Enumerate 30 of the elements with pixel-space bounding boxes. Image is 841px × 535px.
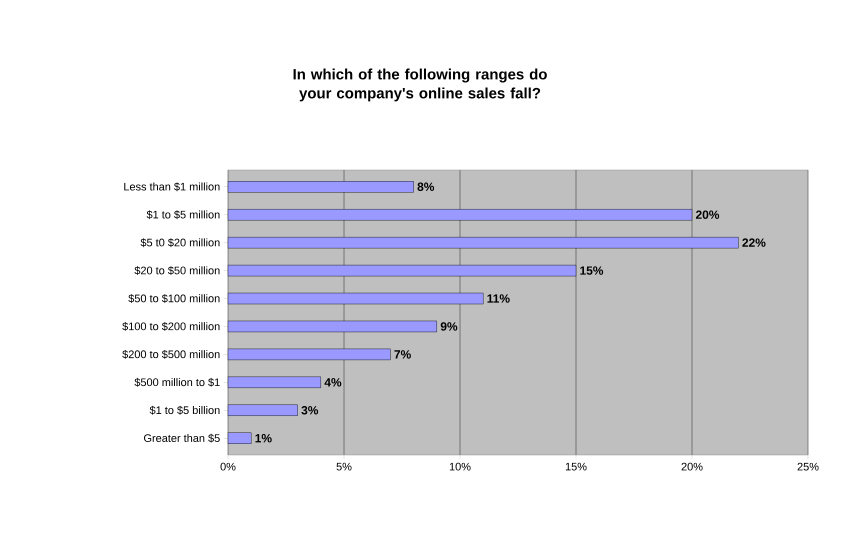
bar xyxy=(228,432,252,444)
x-tick-label: 20% xyxy=(682,462,703,471)
data-label: 7% xyxy=(394,350,411,359)
y-tick-label: $50 to $100 million xyxy=(128,294,220,303)
chart-title: In which of the following ranges do your company's online sales fall? xyxy=(294,68,547,102)
y-tick-label: Greater than $5 xyxy=(144,434,220,443)
data-label: 20% xyxy=(696,210,720,219)
data-label: 4% xyxy=(324,378,342,387)
data-label: 11% xyxy=(487,294,510,303)
x-tick-label: 25% xyxy=(798,462,819,471)
y-tick-label: $20 to $50 million xyxy=(134,266,220,276)
data-label: 15% xyxy=(580,266,604,275)
y-tick-label: $200 to $500 million xyxy=(122,350,220,359)
bar xyxy=(228,376,322,388)
x-tick-label: 15% xyxy=(566,462,587,470)
data-label: 8% xyxy=(418,182,434,191)
y-tick-label: Less than $1 million xyxy=(124,182,220,192)
y-tick-label: $1 to $5 billion xyxy=(150,406,220,415)
data-label: 1% xyxy=(255,434,272,442)
x-tick-label: 5% xyxy=(336,462,352,470)
y-tick-label: $500 million to $1 xyxy=(134,378,220,387)
y-tick-label: $5 t0 $20 million xyxy=(140,238,220,248)
data-label: 22% xyxy=(742,238,766,247)
x-tick-label: 0% xyxy=(220,462,236,471)
y-tick-label: $100 to $200 million xyxy=(122,322,220,331)
x-tick-label: 10% xyxy=(450,462,471,471)
y-tick-label: $1 to $5 million xyxy=(146,210,220,220)
data-label: 3% xyxy=(301,406,318,415)
bar xyxy=(228,404,298,416)
data-label: 9% xyxy=(440,322,458,331)
